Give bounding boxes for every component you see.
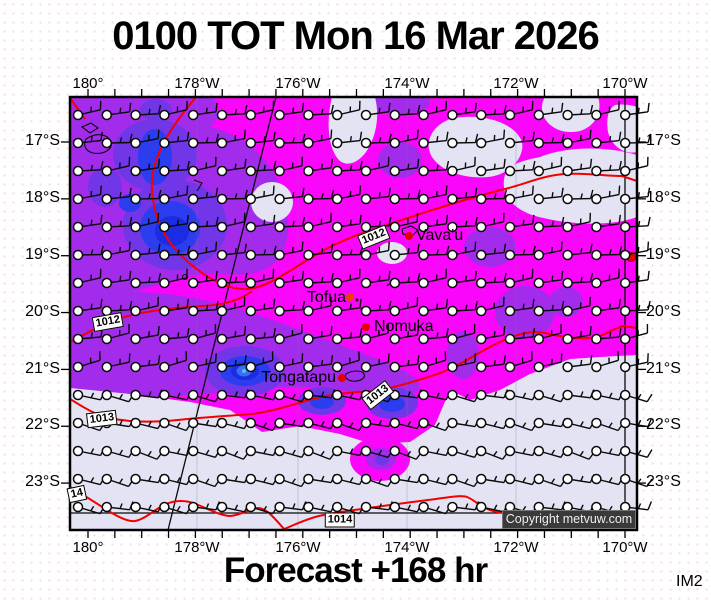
lat-label-left-22s: 22°S [25, 416, 60, 433]
lat-label-right-22s: 22°S [646, 416, 681, 433]
place-label-vavau: Vava'u [416, 227, 464, 244]
lon-label-top-170w: 170°W [602, 75, 648, 92]
copyright-badge: Copyright metvuw.com [502, 510, 636, 529]
place-label-tofua: Tofua [306, 289, 346, 306]
forecast-hour-label: Forecast +168 hr [223, 551, 488, 590]
lon-label-bottom-174w: 174°W [384, 539, 430, 556]
lat-label-right-20s: 20°S [646, 303, 681, 320]
place-label-tongatapu: Tongatapu [261, 369, 336, 386]
lat-label-right-19s: 19°S [646, 246, 681, 263]
page-title: 0100 TOT Mon 16 Mar 2026 [112, 14, 600, 58]
place-dot-vavau [405, 232, 413, 240]
lat-label-left-21s: 21°S [25, 360, 60, 377]
isobar-label-1014-south: 1014 [324, 512, 356, 528]
lon-label-bottom-170w: 170°W [602, 539, 648, 556]
lon-label-top-178w: 178°W [174, 75, 220, 92]
place-dot-tongatapu [338, 374, 346, 382]
lon-label-bottom-172w: 172°W [493, 539, 539, 556]
place-label-nomuka: Nomuka [374, 318, 434, 335]
lon-label-top-180: 180° [72, 75, 104, 92]
image-id-watermark: IM2 [676, 573, 703, 590]
lat-label-left-17s: 17°S [25, 132, 60, 149]
place-dot-tofua [346, 293, 354, 301]
lat-label-left-20s: 20°S [25, 303, 60, 320]
lat-label-right-18s: 18°S [646, 189, 681, 206]
lat-label-right-17s: 17°S [646, 132, 681, 149]
lon-label-bottom-178w: 178°W [174, 539, 220, 556]
lat-label-left-19s: 19°S [25, 246, 60, 263]
lat-label-left-18s: 18°S [25, 189, 60, 206]
lat-label-left-23s: 23°S [25, 473, 60, 490]
lon-label-top-172w: 172°W [493, 75, 539, 92]
lon-label-bottom-176w: 176°W [275, 539, 321, 556]
lon-label-bottom-180: 180° [72, 539, 104, 556]
lat-label-right-23s: 23°S [646, 473, 681, 490]
lon-label-top-174w: 174°W [384, 75, 430, 92]
lat-label-right-21s: 21°S [646, 360, 681, 377]
place-dot-nomuka [362, 323, 370, 331]
lon-label-top-176w: 176°W [275, 75, 321, 92]
